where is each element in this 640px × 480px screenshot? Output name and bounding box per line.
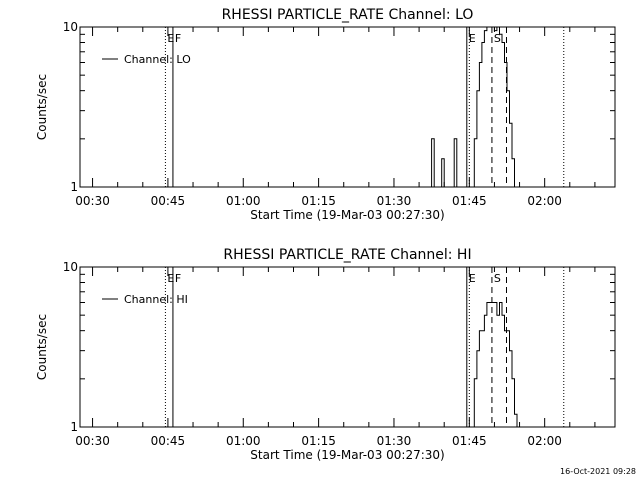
event-marker-label: S: [494, 32, 501, 45]
event-marker-label: S: [494, 272, 501, 285]
x-tick-label: 00:30: [75, 434, 110, 448]
chart-title: RHESSI PARTICLE_RATE Channel: HI: [223, 247, 471, 263]
x-tick-label: 01:45: [452, 434, 487, 448]
legend-label: Channel: LO: [124, 53, 191, 66]
plot-timestamp: 16-Oct-2021 09:28: [560, 467, 636, 476]
event-marker-label: E: [167, 32, 174, 45]
chart-title: RHESSI PARTICLE_RATE Channel: LO: [222, 7, 474, 23]
chart-panel-1: RHESSI PARTICLE_RATE Channel: LO 00:30 00:…: [35, 7, 616, 222]
x-tick-label: 00:45: [151, 194, 186, 208]
x-axis-label: Start Time (19-Mar-03 00:27:30): [250, 208, 444, 222]
y-tick-label: 10: [63, 260, 78, 274]
y-axis-label: Counts/sec: [35, 314, 49, 380]
y-tick-label: 1: [70, 420, 78, 434]
x-tick-label: 01:30: [377, 194, 412, 208]
series-line: [429, 26, 525, 188]
x-tick-label: 01:00: [226, 194, 261, 208]
x-tick-label: 01:30: [377, 434, 412, 448]
event-marker-label: F: [175, 32, 181, 45]
x-tick-label: 00:45: [151, 434, 186, 448]
legend-label: Channel: HI: [124, 293, 188, 306]
x-tick-label: 01:00: [226, 434, 261, 448]
y-tick-label: 10: [63, 20, 78, 34]
x-tick-label: 01:45: [452, 194, 487, 208]
plot-frame: [79, 26, 616, 188]
x-tick-label: 02:00: [527, 434, 562, 448]
event-marker-label: E: [167, 272, 174, 285]
chart-panel-2: RHESSI PARTICLE_RATE Channel: HI 00:30 00:…: [35, 247, 616, 462]
x-tick-label: 01:15: [301, 194, 336, 208]
x-tick-label: 01:15: [301, 434, 336, 448]
plot-frame: [79, 266, 616, 428]
series-line: [471, 302, 525, 428]
x-tick-label: 02:00: [527, 194, 562, 208]
event-marker-label: E: [469, 272, 476, 285]
y-axis-label: Counts/sec: [35, 74, 49, 140]
x-axis-label: Start Time (19-Mar-03 00:27:30): [250, 448, 444, 462]
event-marker-label: E: [469, 32, 476, 45]
y-tick-label: 1: [70, 180, 78, 194]
event-marker-label: F: [175, 272, 181, 285]
x-tick-label: 00:30: [75, 194, 110, 208]
